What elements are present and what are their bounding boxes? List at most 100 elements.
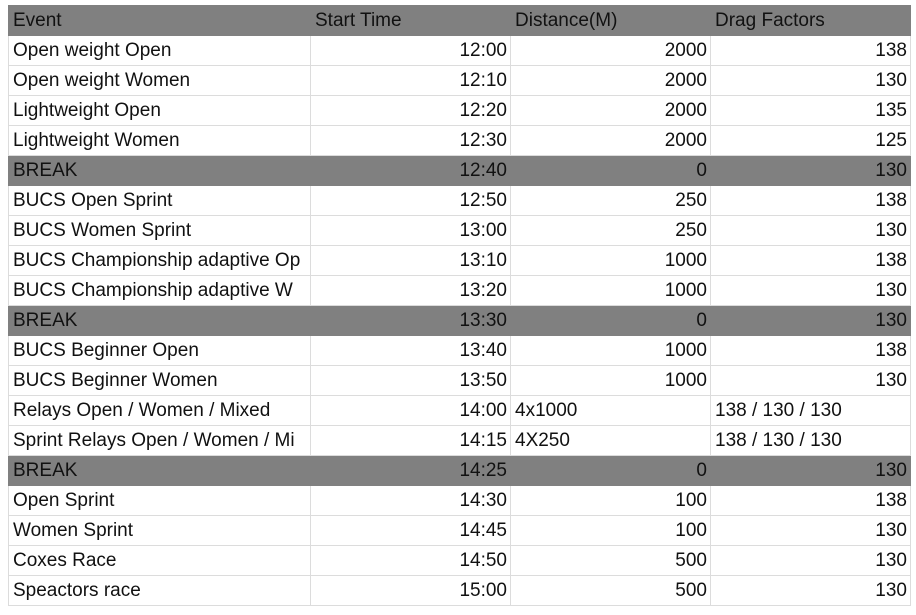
table-row: Coxes Race 14:50 500 130 — [8, 545, 911, 576]
start-time-cell[interactable]: 15:00 — [310, 575, 511, 606]
start-time-cell[interactable]: 12:10 — [310, 65, 511, 96]
distance-cell[interactable]: 4X250 — [510, 425, 711, 456]
start-time-cell[interactable]: 13:50 — [310, 365, 511, 396]
drag-factor-cell[interactable]: 130 — [710, 365, 911, 396]
table-row: BUCS Women Sprint 13:00 250 130 — [8, 215, 911, 246]
table-row: BUCS Open Sprint 12:50 250 138 — [8, 185, 911, 216]
table-row: Relays Open / Women / Mixed 14:00 4x1000 13… — [8, 395, 911, 426]
schedule-sheet: Event Start Time Distance(M) Drag Factor… — [8, 5, 911, 606]
event-cell[interactable]: BUCS Championship adaptive W — [8, 275, 311, 306]
start-time-cell[interactable]: 13:40 — [310, 335, 511, 366]
start-time-cell[interactable]: 14:00 — [310, 395, 511, 426]
distance-cell[interactable]: 1000 — [510, 245, 711, 276]
drag-factor-cell[interactable]: 130 — [710, 455, 911, 486]
event-cell[interactable]: Open weight Women — [8, 65, 311, 96]
event-cell[interactable]: BREAK — [8, 455, 311, 486]
start-time-cell[interactable]: 14:50 — [310, 545, 511, 576]
table-row: Sprint Relays Open / Women / Mi 14:15 4X25… — [8, 425, 911, 456]
drag-factor-cell[interactable]: 130 — [710, 575, 911, 606]
event-cell[interactable]: Women Sprint — [8, 515, 311, 546]
distance-cell[interactable]: 2000 — [510, 35, 711, 66]
table-row: Women Sprint 14:45 100 130 — [8, 515, 911, 546]
drag-factor-cell[interactable]: 130 — [710, 515, 911, 546]
start-time-cell[interactable]: 14:25 — [310, 455, 511, 486]
drag-factor-cell[interactable]: 138 — [710, 485, 911, 516]
break-row: BREAK 13:30 0 130 — [8, 305, 911, 336]
distance-cell[interactable]: 4x1000 — [510, 395, 711, 426]
header-drag-factors[interactable]: Drag Factors — [710, 5, 911, 36]
event-cell[interactable]: BREAK — [8, 305, 311, 336]
header-distance[interactable]: Distance(M) — [510, 5, 711, 36]
distance-cell[interactable]: 1000 — [510, 275, 711, 306]
drag-factor-cell[interactable]: 130 — [710, 65, 911, 96]
start-time-cell[interactable]: 13:20 — [310, 275, 511, 306]
distance-cell[interactable]: 500 — [510, 545, 711, 576]
table-row: BUCS Beginner Open 13:40 1000 138 — [8, 335, 911, 366]
drag-factor-cell[interactable]: 138 — [710, 35, 911, 66]
drag-factor-cell[interactable]: 130 — [710, 215, 911, 246]
event-cell[interactable]: Coxes Race — [8, 545, 311, 576]
table-row: BUCS Championship adaptive W 13:20 1000 130 — [8, 275, 911, 306]
drag-factor-cell[interactable]: 130 — [710, 545, 911, 576]
start-time-cell[interactable]: 14:15 — [310, 425, 511, 456]
break-row: BREAK 14:25 0 130 — [8, 455, 911, 486]
start-time-cell[interactable]: 13:10 — [310, 245, 511, 276]
drag-factor-cell[interactable]: 130 — [710, 155, 911, 186]
table-row: Open Sprint 14:30 100 138 — [8, 485, 911, 516]
table-row: Open weight Women 12:10 2000 130 — [8, 65, 911, 96]
table-row: BUCS Beginner Women 13:50 1000 130 — [8, 365, 911, 396]
distance-cell[interactable]: 0 — [510, 155, 711, 186]
start-time-cell[interactable]: 13:30 — [310, 305, 511, 336]
distance-cell[interactable]: 1000 — [510, 365, 711, 396]
start-time-cell[interactable]: 12:30 — [310, 125, 511, 156]
drag-factor-cell[interactable]: 130 — [710, 275, 911, 306]
distance-cell[interactable]: 2000 — [510, 95, 711, 126]
start-time-cell[interactable]: 14:30 — [310, 485, 511, 516]
drag-factor-cell[interactable]: 138 — [710, 245, 911, 276]
header-event[interactable]: Event — [8, 5, 311, 36]
table-row: Speactors race 15:00 500 130 — [8, 575, 911, 606]
drag-factor-cell[interactable]: 125 — [710, 125, 911, 156]
start-time-cell[interactable]: 12:40 — [310, 155, 511, 186]
event-cell[interactable]: Speactors race — [8, 575, 311, 606]
distance-cell[interactable]: 250 — [510, 215, 711, 246]
event-cell[interactable]: Lightweight Open — [8, 95, 311, 126]
distance-cell[interactable]: 250 — [510, 185, 711, 216]
table-row: Lightweight Women 12:30 2000 125 — [8, 125, 911, 156]
start-time-cell[interactable]: 13:00 — [310, 215, 511, 246]
drag-factor-cell[interactable]: 138 / 130 / 130 — [710, 395, 911, 426]
distance-cell[interactable]: 0 — [510, 305, 711, 336]
start-time-cell[interactable]: 14:45 — [310, 515, 511, 546]
drag-factor-cell[interactable]: 138 — [710, 185, 911, 216]
distance-cell[interactable]: 1000 — [510, 335, 711, 366]
start-time-cell[interactable]: 12:00 — [310, 35, 511, 66]
event-cell[interactable]: Open Sprint — [8, 485, 311, 516]
distance-cell[interactable]: 2000 — [510, 125, 711, 156]
table-row: Open weight Open 12:00 2000 138 — [8, 35, 911, 66]
distance-cell[interactable]: 2000 — [510, 65, 711, 96]
event-cell[interactable]: Lightweight Women — [8, 125, 311, 156]
event-cell[interactable]: BUCS Beginner Women — [8, 365, 311, 396]
event-cell[interactable]: BUCS Beginner Open — [8, 335, 311, 366]
drag-factor-cell[interactable]: 135 — [710, 95, 911, 126]
event-cell[interactable]: Sprint Relays Open / Women / Mi — [8, 425, 311, 456]
event-cell[interactable]: BREAK — [8, 155, 311, 186]
distance-cell[interactable]: 500 — [510, 575, 711, 606]
event-cell[interactable]: BUCS Women Sprint — [8, 215, 311, 246]
table-row: Lightweight Open 12:20 2000 135 — [8, 95, 911, 126]
drag-factor-cell[interactable]: 130 — [710, 305, 911, 336]
header-start-time[interactable]: Start Time — [310, 5, 511, 36]
drag-factor-cell[interactable]: 138 — [710, 335, 911, 366]
header-row: Event Start Time Distance(M) Drag Factor… — [8, 5, 911, 36]
start-time-cell[interactable]: 12:50 — [310, 185, 511, 216]
event-cell[interactable]: Relays Open / Women / Mixed — [8, 395, 311, 426]
start-time-cell[interactable]: 12:20 — [310, 95, 511, 126]
distance-cell[interactable]: 0 — [510, 455, 711, 486]
event-cell[interactable]: BUCS Championship adaptive Op — [8, 245, 311, 276]
drag-factor-cell[interactable]: 138 / 130 / 130 — [710, 425, 911, 456]
distance-cell[interactable]: 100 — [510, 485, 711, 516]
event-cell[interactable]: Open weight Open — [8, 35, 311, 66]
event-cell[interactable]: BUCS Open Sprint — [8, 185, 311, 216]
break-row: BREAK 12:40 0 130 — [8, 155, 911, 186]
distance-cell[interactable]: 100 — [510, 515, 711, 546]
